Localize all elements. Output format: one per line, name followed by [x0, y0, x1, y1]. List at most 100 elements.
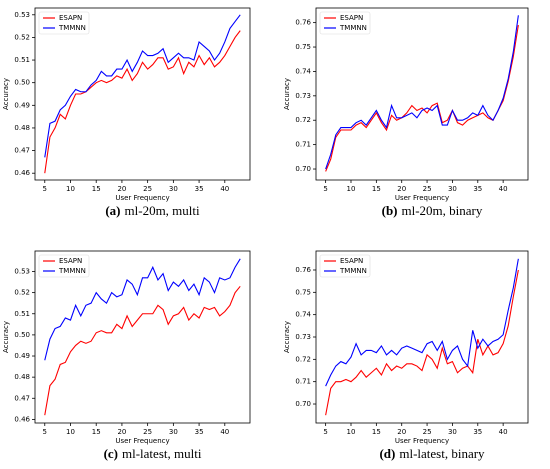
y-tick-label: 0.51 — [14, 56, 30, 64]
y-axis-label: Accuracy — [283, 321, 291, 353]
y-tick-label: 0.71 — [295, 141, 311, 149]
series-line — [325, 24, 519, 172]
x-tick-label: 5 — [323, 428, 327, 436]
x-tick-label: 15 — [92, 428, 101, 436]
x-axis-label: User Frequency — [395, 437, 449, 445]
y-axis-label: Accuracy — [2, 321, 10, 353]
y-axis-label: Accuracy — [2, 78, 10, 110]
x-tick-label: 30 — [169, 428, 178, 436]
x-tick-label: 10 — [347, 428, 356, 436]
y-tick-label: 0.47 — [14, 147, 30, 155]
caption-label: (b) — [382, 203, 398, 218]
y-tick-label: 0.53 — [14, 267, 30, 275]
legend-label: TMMNN — [339, 24, 367, 32]
caption: (c) ml-latest, multi — [104, 446, 202, 461]
x-tick-label: 40 — [220, 185, 229, 193]
y-tick-label: 0.53 — [14, 11, 30, 19]
caption-text: ml-latest, multi — [122, 446, 202, 461]
series-line — [44, 285, 241, 416]
x-axis-label: User Frequency — [115, 437, 169, 445]
x-tick-label: 15 — [372, 428, 381, 436]
y-tick-label: 0.51 — [14, 310, 30, 318]
caption: (b) ml-20m, binary — [382, 203, 483, 218]
y-tick-label: 0.50 — [14, 79, 30, 87]
y-tick-label: 0.52 — [14, 289, 30, 297]
y-tick-label: 0.73 — [295, 333, 311, 341]
x-tick-label: 35 — [195, 428, 204, 436]
x-tick-label: 40 — [499, 185, 508, 193]
y-tick-label: 0.70 — [295, 400, 311, 408]
y-tick-label: 0.48 — [14, 373, 30, 381]
y-tick-label: 0.49 — [14, 101, 30, 109]
subplot: 0.46 0.47 0.48 0.49 0.50 0.51 0.52 0.53 5 10 15 20 2… — [2, 250, 251, 461]
legend-label: TMMNN — [339, 267, 367, 275]
plot-frame — [34, 7, 251, 181]
y-tick-label: 0.74 — [295, 311, 311, 319]
x-tick-label: 30 — [448, 185, 457, 193]
legend-label: TMMNN — [58, 24, 86, 32]
y-tick-label: 0.75 — [295, 288, 311, 296]
x-tick-label: 20 — [117, 185, 126, 193]
x-tick-label: 30 — [169, 185, 178, 193]
x-tick-label: 25 — [423, 428, 432, 436]
x-tick-label: 30 — [448, 428, 457, 436]
x-tick-label: 15 — [372, 185, 381, 193]
plot-frame — [315, 7, 529, 181]
caption-label: (a) — [105, 203, 120, 218]
subplot: 0.70 0.71 0.72 0.73 0.74 0.75 0.76 5 10 15 20 25 30 3… — [283, 7, 529, 218]
caption: (a) ml-20m, multi — [105, 203, 200, 218]
x-tick-label: 25 — [143, 185, 152, 193]
y-tick-label: 0.73 — [295, 92, 311, 100]
y-tick-label: 0.46 — [14, 415, 30, 423]
y-tick-label: 0.52 — [14, 33, 30, 41]
legend-label: ESAPN — [59, 257, 82, 265]
caption-text: ml-20m, binary — [402, 203, 483, 218]
y-axis-label: Accuracy — [283, 78, 291, 110]
y-tick-label: 0.74 — [295, 67, 311, 75]
y-tick-label: 0.75 — [295, 43, 311, 51]
x-tick-label: 10 — [66, 428, 75, 436]
caption: (d) ml-latest, binary — [379, 446, 485, 461]
x-tick-label: 40 — [220, 428, 229, 436]
y-tick-label: 0.49 — [14, 352, 30, 360]
y-tick-label: 0.72 — [295, 116, 311, 124]
y-tick-label: 0.50 — [14, 331, 30, 339]
series-line — [325, 258, 519, 387]
caption-label: (c) — [104, 446, 118, 461]
x-tick-label: 20 — [117, 428, 126, 436]
x-tick-label: 5 — [43, 185, 47, 193]
y-tick-label: 0.48 — [14, 124, 30, 132]
caption-text: ml-20m, multi — [125, 203, 201, 218]
subplot: 0.46 0.47 0.48 0.49 0.50 0.51 0.52 0.53 5 10 15 20 2… — [2, 7, 251, 218]
x-tick-label: 25 — [143, 428, 152, 436]
legend-label: ESAPN — [340, 14, 363, 22]
y-tick-label: 0.46 — [14, 169, 30, 177]
series-line — [44, 258, 241, 361]
x-tick-label: 5 — [323, 185, 327, 193]
series-line — [325, 15, 519, 170]
caption-text: ml-latest, binary — [399, 446, 485, 461]
x-axis-label: User Frequency — [395, 194, 449, 202]
x-tick-label: 20 — [397, 185, 406, 193]
x-tick-label: 10 — [66, 185, 75, 193]
legend-label: TMMNN — [58, 267, 86, 275]
legend-label: ESAPN — [340, 257, 363, 265]
y-tick-label: 0.47 — [14, 394, 30, 402]
y-tick-label: 0.72 — [295, 355, 311, 363]
x-tick-label: 40 — [499, 428, 508, 436]
subplot: 0.70 0.71 0.72 0.73 0.74 0.75 0.76 5 10 15 20 25 30 3… — [283, 250, 529, 461]
x-tick-label: 20 — [397, 428, 406, 436]
legend-label: ESAPN — [59, 14, 82, 22]
series-line — [44, 30, 241, 174]
y-tick-label: 0.76 — [295, 266, 311, 274]
series-line — [325, 269, 519, 416]
y-tick-label: 0.71 — [295, 378, 311, 386]
x-tick-label: 10 — [347, 185, 356, 193]
series-line — [44, 14, 241, 158]
x-tick-label: 15 — [92, 185, 101, 193]
y-tick-label: 0.70 — [295, 165, 311, 173]
x-axis-label: User Frequency — [115, 194, 169, 202]
x-tick-label: 35 — [195, 185, 204, 193]
x-tick-label: 35 — [473, 428, 482, 436]
